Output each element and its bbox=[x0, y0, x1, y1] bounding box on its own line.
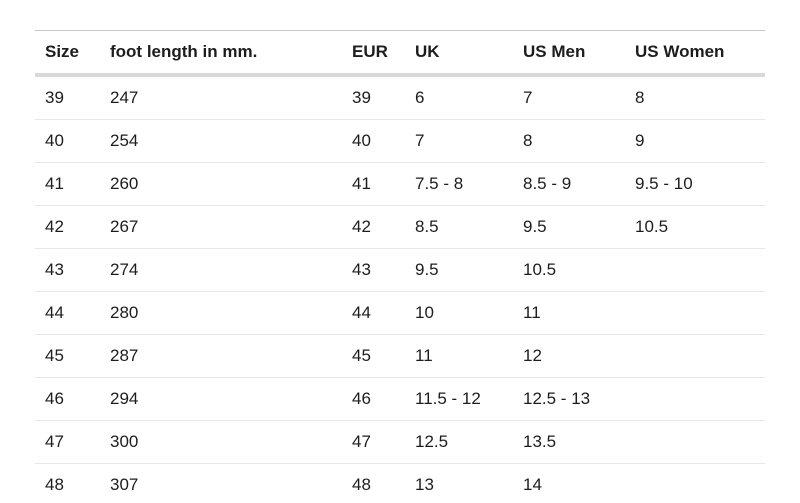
table-cell bbox=[625, 420, 765, 464]
table-cell: 267 bbox=[100, 205, 342, 249]
table-row: 40 254 40 7 8 9 bbox=[35, 119, 765, 163]
table-cell: 294 bbox=[100, 377, 342, 421]
table-cell: 12 bbox=[513, 334, 625, 378]
table-cell: 48 bbox=[342, 463, 405, 503]
column-header-eur: EUR bbox=[342, 30, 405, 77]
table-cell: 274 bbox=[100, 248, 342, 292]
table-cell: 10 bbox=[405, 291, 513, 335]
table-cell: 11.5 - 12 bbox=[405, 377, 513, 421]
table-body: 39 247 39 6 7 8 40 254 40 7 8 9 41 260 41 7.5 - 8 8.5 - … bbox=[35, 75, 765, 503]
table-cell: 13 bbox=[405, 463, 513, 503]
table-cell: 7 bbox=[405, 119, 513, 163]
table-cell: 39 bbox=[342, 75, 405, 120]
table-row: 41 260 41 7.5 - 8 8.5 - 9 9.5 - 10 bbox=[35, 162, 765, 206]
table-cell: 7.5 - 8 bbox=[405, 162, 513, 206]
table-header-row: Size foot length in mm. EUR UK US Men US… bbox=[35, 30, 765, 77]
table-cell: 44 bbox=[35, 291, 100, 335]
table-row: 46 294 46 11.5 - 12 12.5 - 13 bbox=[35, 377, 765, 421]
table-cell: 39 bbox=[35, 75, 100, 120]
table-cell: 43 bbox=[342, 248, 405, 292]
table-cell: 287 bbox=[100, 334, 342, 378]
table-cell: 300 bbox=[100, 420, 342, 464]
table-cell: 42 bbox=[35, 205, 100, 249]
table-cell: 41 bbox=[35, 162, 100, 206]
table-cell: 7 bbox=[513, 75, 625, 120]
table-cell bbox=[625, 248, 765, 292]
table-row: 48 307 48 13 14 bbox=[35, 463, 765, 503]
table-cell: 12.5 - 13 bbox=[513, 377, 625, 421]
column-header-us-men: US Men bbox=[513, 30, 625, 77]
column-header-uk: UK bbox=[405, 30, 513, 77]
table-cell: 9 bbox=[625, 119, 765, 163]
table-cell: 6 bbox=[405, 75, 513, 120]
table-row: 44 280 44 10 11 bbox=[35, 291, 765, 335]
table-cell: 11 bbox=[405, 334, 513, 378]
table-cell: 8.5 - 9 bbox=[513, 162, 625, 206]
table-cell: 8.5 bbox=[405, 205, 513, 249]
table-cell: 48 bbox=[35, 463, 100, 503]
table-cell: 247 bbox=[100, 75, 342, 120]
table-cell: 14 bbox=[513, 463, 625, 503]
table-cell: 47 bbox=[342, 420, 405, 464]
table-cell: 8 bbox=[625, 75, 765, 120]
table-cell: 10.5 bbox=[625, 205, 765, 249]
table-cell: 47 bbox=[35, 420, 100, 464]
table-row: 39 247 39 6 7 8 bbox=[35, 75, 765, 120]
table-cell: 10.5 bbox=[513, 248, 625, 292]
table-cell: 42 bbox=[342, 205, 405, 249]
table-cell: 9.5 bbox=[513, 205, 625, 249]
table-cell: 41 bbox=[342, 162, 405, 206]
table-cell bbox=[625, 291, 765, 335]
table-cell: 307 bbox=[100, 463, 342, 503]
table-cell: 12.5 bbox=[405, 420, 513, 464]
column-header-foot-length: foot length in mm. bbox=[100, 30, 342, 77]
column-header-us-women: US Women bbox=[625, 30, 765, 77]
table-cell: 46 bbox=[35, 377, 100, 421]
table-cell: 9.5 bbox=[405, 248, 513, 292]
table-cell: 40 bbox=[342, 119, 405, 163]
table-row: 45 287 45 11 12 bbox=[35, 334, 765, 378]
table-cell: 8 bbox=[513, 119, 625, 163]
column-header-size: Size bbox=[35, 30, 100, 77]
table-cell: 45 bbox=[342, 334, 405, 378]
table-cell bbox=[625, 334, 765, 378]
table-cell: 43 bbox=[35, 248, 100, 292]
table-cell: 46 bbox=[342, 377, 405, 421]
table-row: 43 274 43 9.5 10.5 bbox=[35, 248, 765, 292]
table-cell: 254 bbox=[100, 119, 342, 163]
table-row: 47 300 47 12.5 13.5 bbox=[35, 420, 765, 464]
table-cell: 260 bbox=[100, 162, 342, 206]
table-cell bbox=[625, 463, 765, 503]
table-cell: 13.5 bbox=[513, 420, 625, 464]
size-chart-table: Size foot length in mm. EUR UK US Men US… bbox=[35, 30, 765, 503]
table-cell: 44 bbox=[342, 291, 405, 335]
table-cell: 280 bbox=[100, 291, 342, 335]
table-row: 42 267 42 8.5 9.5 10.5 bbox=[35, 205, 765, 249]
table-cell: 40 bbox=[35, 119, 100, 163]
table-cell bbox=[625, 377, 765, 421]
table-cell: 45 bbox=[35, 334, 100, 378]
table-cell: 11 bbox=[513, 291, 625, 335]
table-cell: 9.5 - 10 bbox=[625, 162, 765, 206]
